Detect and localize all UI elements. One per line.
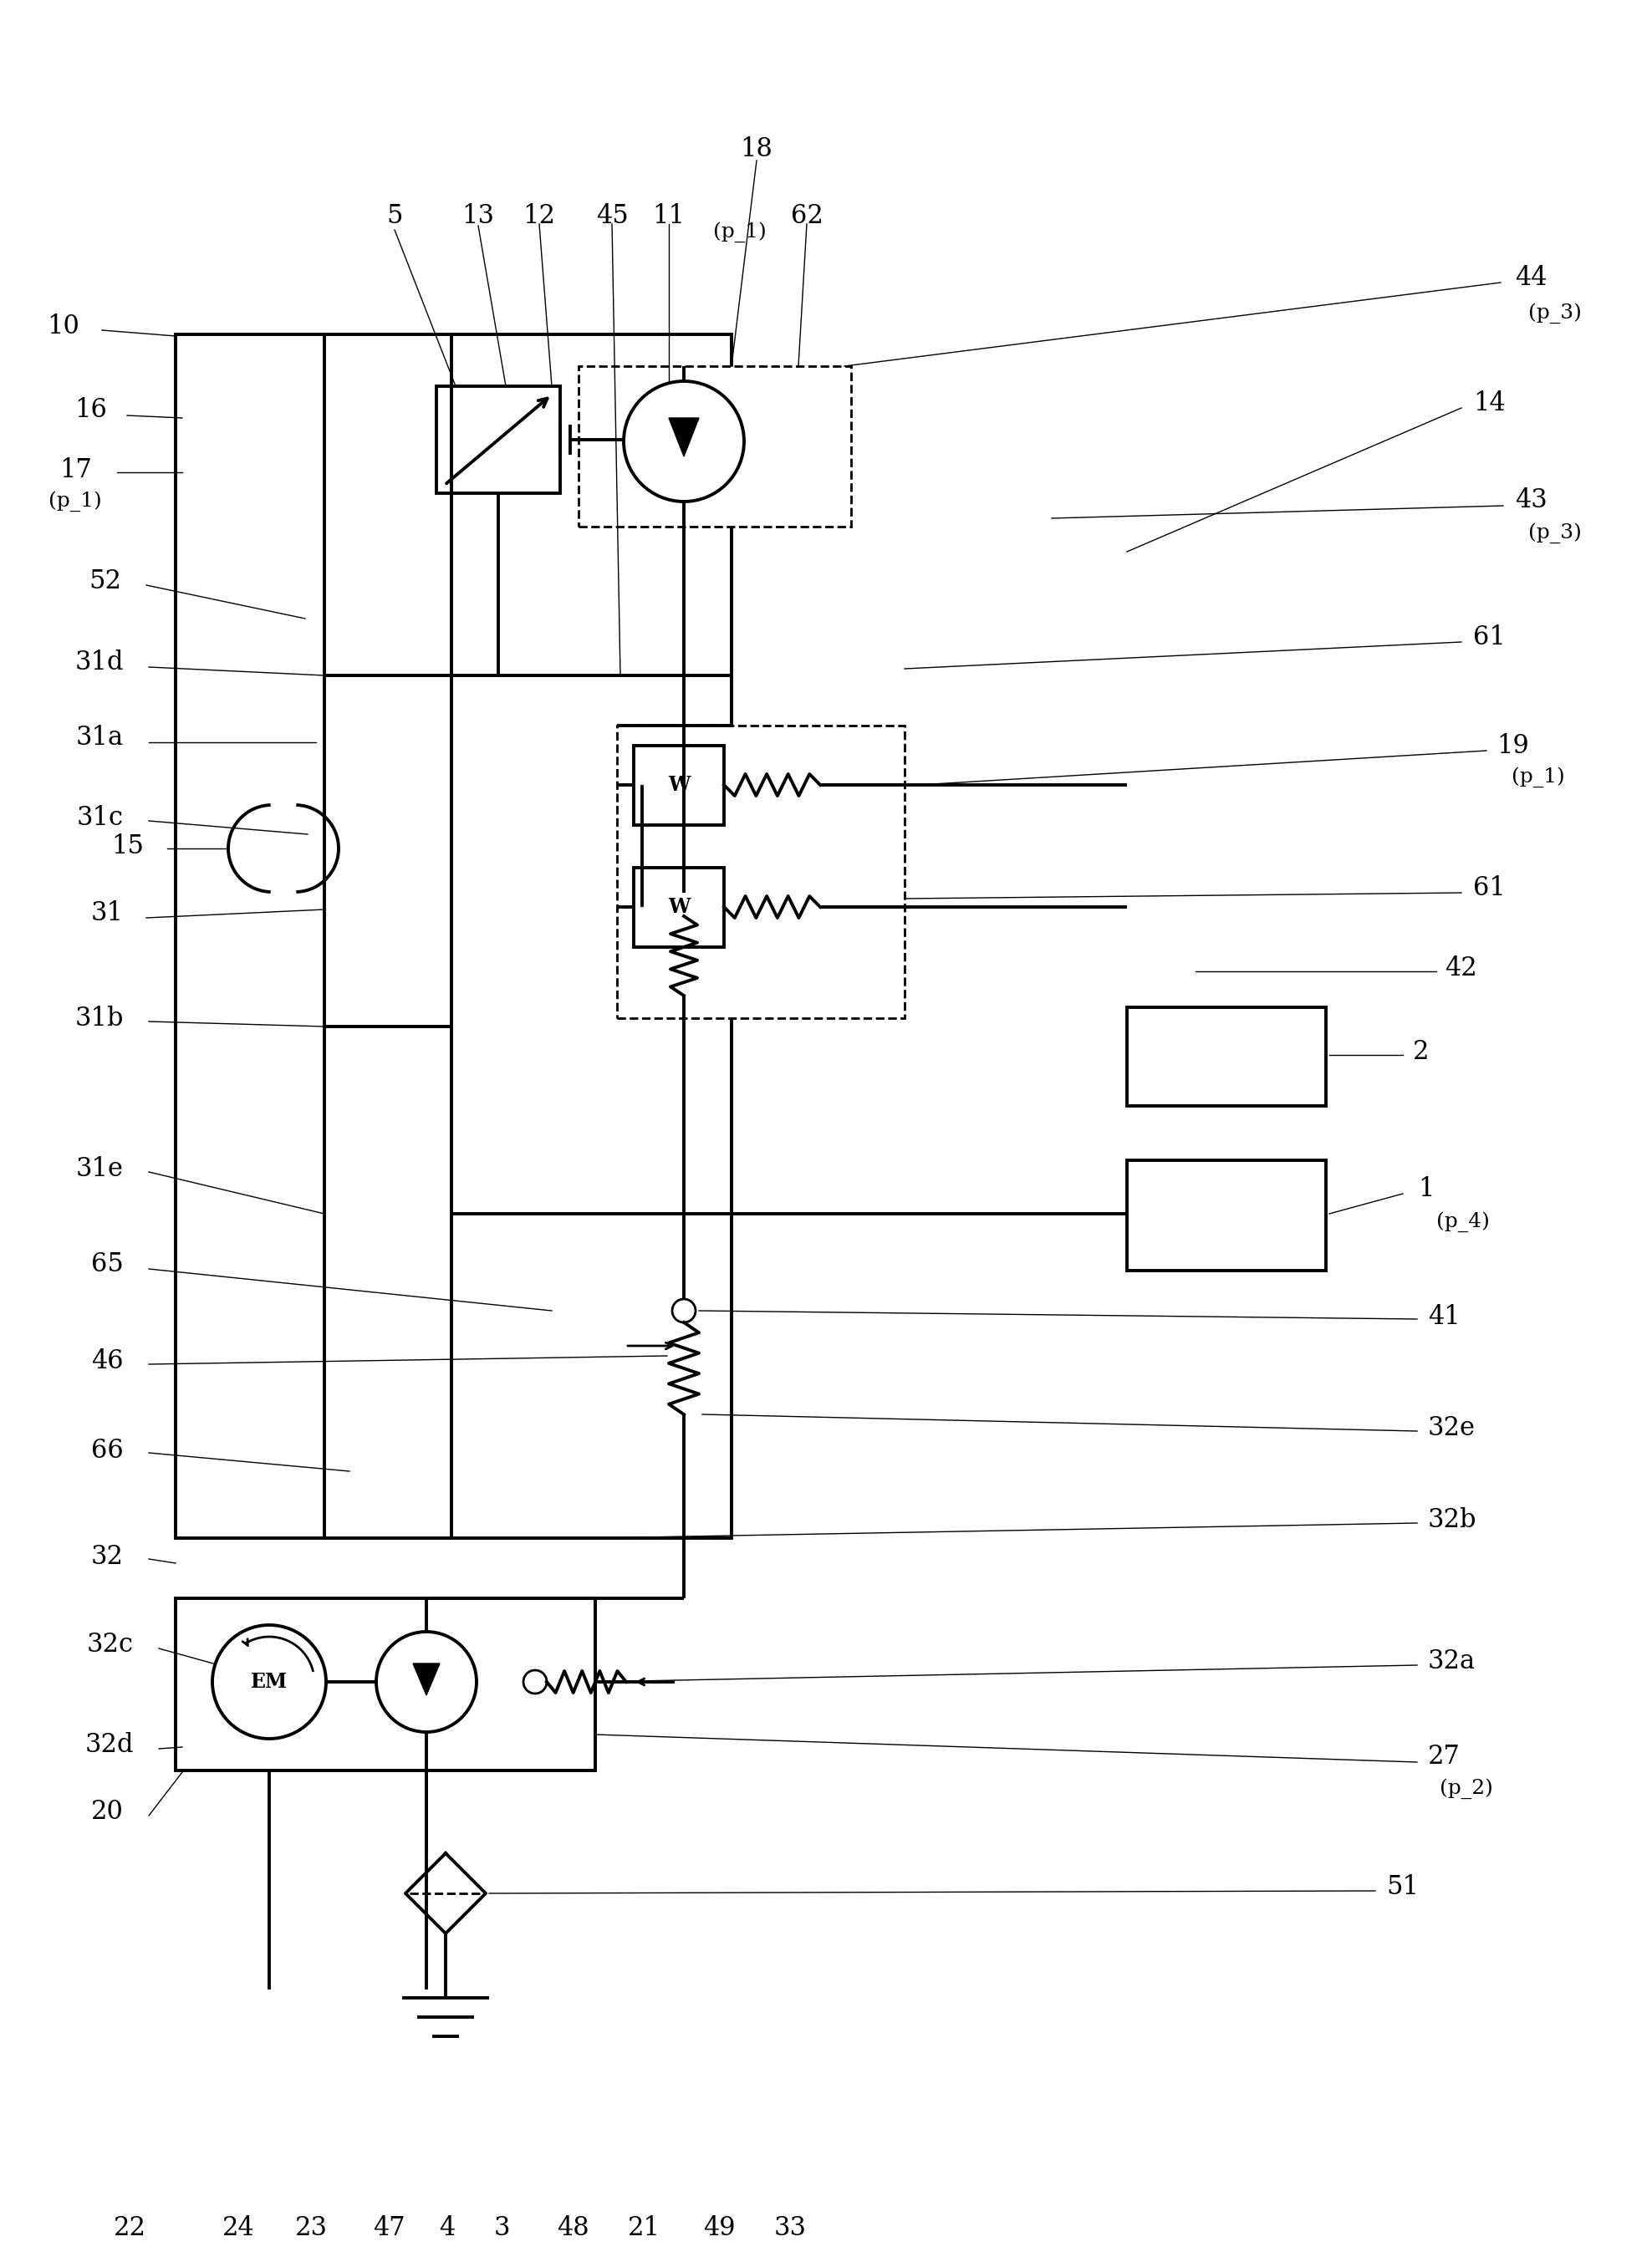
- Text: 14: 14: [1474, 389, 1505, 416]
- Text: (p_3): (p_3): [1528, 303, 1581, 323]
- Text: 46: 46: [91, 1348, 124, 1373]
- Text: 13: 13: [463, 204, 494, 228]
- Text: (p_1): (p_1): [714, 222, 767, 242]
- Text: 43: 43: [1515, 486, 1548, 513]
- Text: 5: 5: [387, 204, 403, 228]
- Polygon shape: [669, 418, 699, 457]
- Bar: [634, 869, 724, 948]
- Text: 47: 47: [373, 2214, 405, 2242]
- Text: (p_1): (p_1): [1512, 767, 1564, 787]
- Polygon shape: [413, 1663, 439, 1694]
- Text: 15: 15: [111, 832, 144, 860]
- Text: 49: 49: [702, 2214, 735, 2242]
- Bar: [1127, 1007, 1327, 1106]
- Text: 32b: 32b: [1427, 1506, 1477, 1534]
- Bar: [175, 335, 732, 1538]
- Text: 32c: 32c: [88, 1633, 134, 1658]
- Text: 27: 27: [1427, 1744, 1460, 1771]
- Text: W: W: [667, 776, 691, 794]
- Text: 44: 44: [1515, 265, 1546, 290]
- Text: 32: 32: [91, 1543, 124, 1570]
- Text: 17: 17: [59, 457, 93, 482]
- Text: 31b: 31b: [74, 1004, 124, 1031]
- Text: 12: 12: [524, 204, 555, 228]
- Text: 41: 41: [1427, 1303, 1460, 1330]
- Text: 61: 61: [1474, 624, 1505, 649]
- Text: 42: 42: [1444, 955, 1477, 982]
- Bar: [436, 387, 560, 493]
- Text: 33: 33: [773, 2214, 806, 2242]
- Text: 31c: 31c: [78, 805, 124, 830]
- Text: 4: 4: [439, 2214, 456, 2242]
- Text: 24: 24: [221, 2214, 254, 2242]
- Bar: [578, 366, 851, 527]
- Text: 20: 20: [91, 1798, 124, 1825]
- Bar: [616, 726, 905, 1018]
- Text: W: W: [667, 898, 691, 916]
- Text: 51: 51: [1386, 1875, 1419, 1900]
- Text: 65: 65: [91, 1251, 124, 1276]
- Text: 31d: 31d: [74, 649, 124, 674]
- Text: 23: 23: [294, 2214, 327, 2242]
- Text: 1: 1: [1417, 1176, 1434, 1201]
- Text: 45: 45: [596, 204, 628, 228]
- Text: 32a: 32a: [1427, 1649, 1475, 1674]
- Text: 21: 21: [628, 2214, 661, 2242]
- Bar: [634, 746, 724, 826]
- Text: (p_3): (p_3): [1528, 523, 1581, 543]
- Text: (p_1): (p_1): [48, 491, 102, 511]
- Text: 48: 48: [557, 2214, 588, 2242]
- Text: 18: 18: [740, 136, 773, 163]
- Text: 32d: 32d: [84, 1733, 134, 1758]
- Text: 66: 66: [91, 1436, 124, 1464]
- Text: 10: 10: [46, 312, 79, 339]
- Text: 16: 16: [74, 396, 107, 423]
- Bar: [175, 1599, 595, 1771]
- Text: 3: 3: [494, 2214, 510, 2242]
- Text: 11: 11: [653, 204, 686, 228]
- Bar: [1127, 1160, 1327, 1271]
- Text: 31a: 31a: [76, 724, 124, 751]
- Text: 22: 22: [114, 2214, 145, 2242]
- Text: 19: 19: [1497, 733, 1528, 758]
- Text: (p_2): (p_2): [1439, 1778, 1493, 1798]
- Text: 31: 31: [91, 900, 124, 925]
- Text: (p_4): (p_4): [1436, 1212, 1490, 1233]
- Text: 52: 52: [89, 568, 121, 595]
- Text: EM: EM: [251, 1672, 287, 1692]
- Text: 32e: 32e: [1427, 1414, 1475, 1441]
- Text: 62: 62: [791, 204, 823, 228]
- Text: 61: 61: [1474, 875, 1505, 900]
- Text: 2: 2: [1412, 1038, 1429, 1065]
- Text: 31e: 31e: [76, 1156, 124, 1181]
